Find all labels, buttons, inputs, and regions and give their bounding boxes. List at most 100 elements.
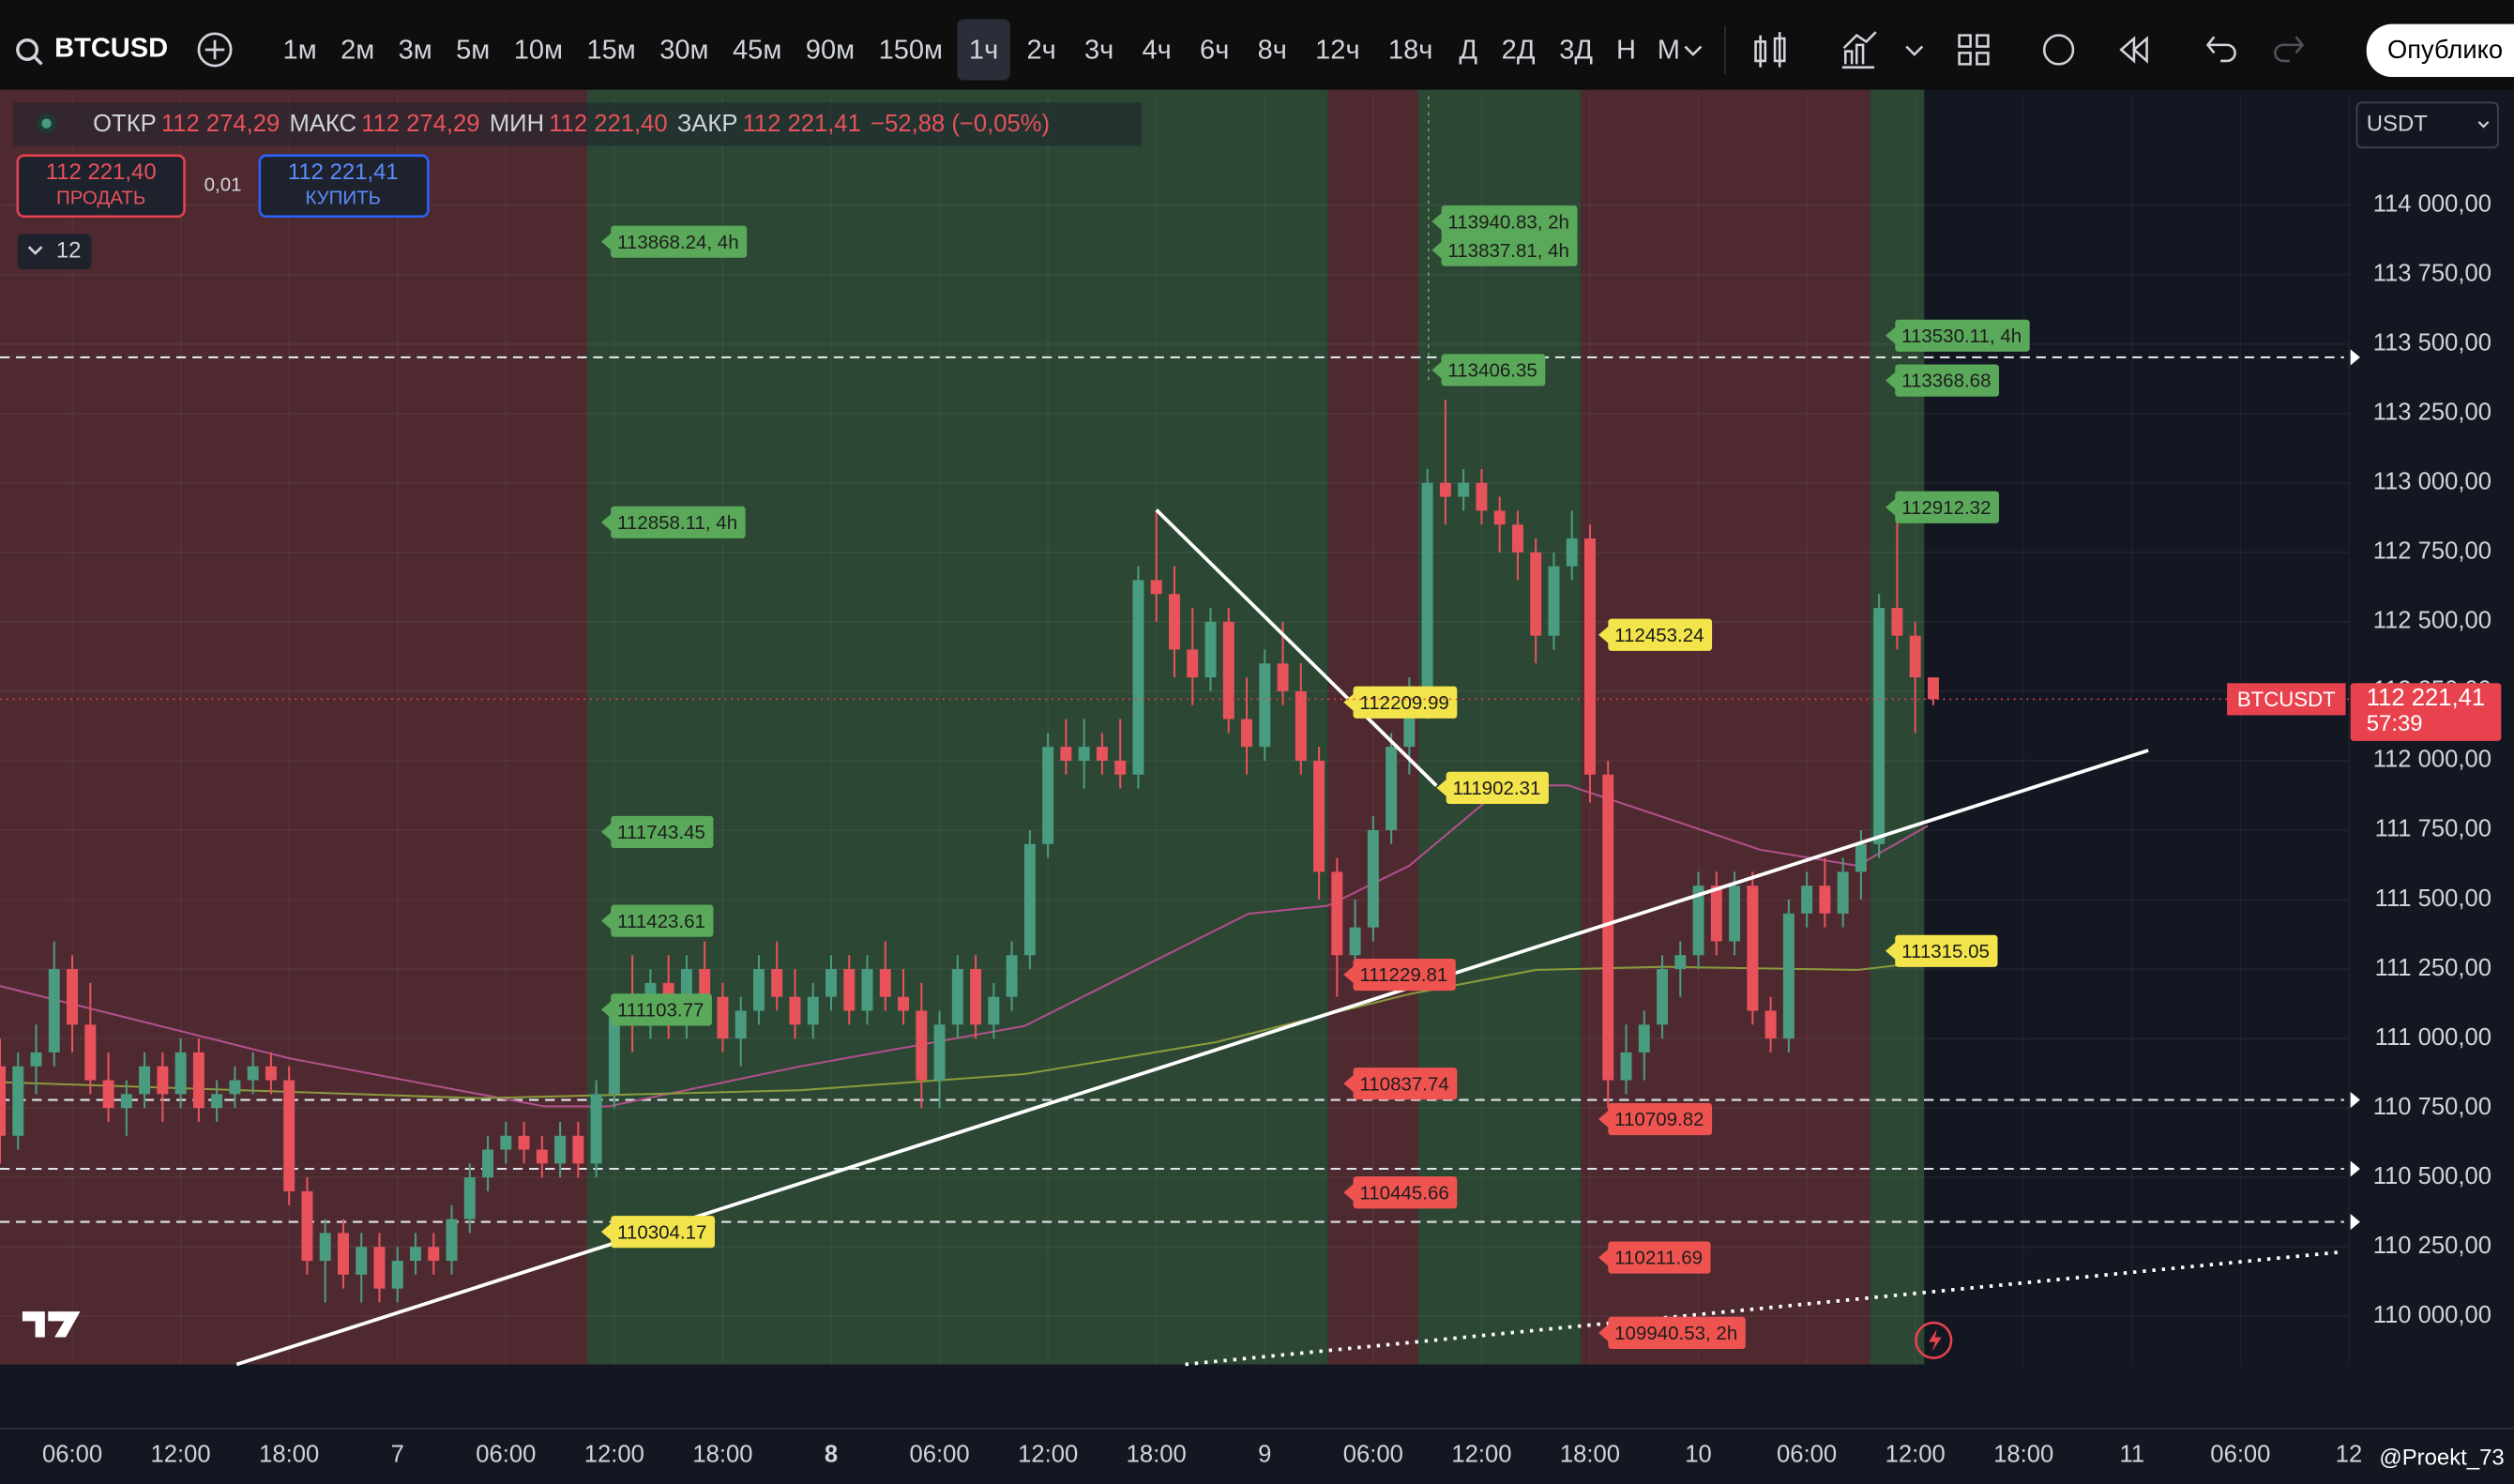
candle-body — [319, 1233, 331, 1262]
price-tag-label: 111743.45 — [617, 822, 705, 843]
add-symbol[interactable] — [197, 32, 233, 68]
interval[interactable]: 3м — [399, 35, 432, 65]
buy-button[interactable] — [258, 154, 430, 219]
session-zone — [586, 89, 1328, 1365]
price-tag: 109940.53, 2h — [1598, 1316, 1746, 1349]
symbol[interactable]: BTCUSD — [54, 34, 168, 64]
price-tag: 113530.11, 4h — [1886, 319, 2030, 352]
candle-body — [373, 1247, 386, 1289]
legend-value: 112 221,41 — [743, 111, 861, 137]
candle-body — [1222, 621, 1234, 719]
redo-button[interactable] — [2274, 36, 2305, 63]
candle-body — [752, 969, 765, 1011]
candle-body — [211, 1094, 223, 1109]
last-price-label: 112 221,41 — [2367, 685, 2485, 711]
interval[interactable]: 2Д — [1502, 35, 1536, 65]
layout-button[interactable] — [1958, 34, 1990, 66]
candle-body — [1819, 886, 1831, 914]
last-price-countdown: 57:39 — [2367, 711, 2423, 736]
price-tag-arrow — [1431, 211, 1444, 232]
sell-button[interactable] — [16, 154, 186, 219]
price-tag-arrow — [1436, 778, 1448, 798]
indicators-more[interactable] — [1905, 45, 1924, 56]
candle-body — [1277, 663, 1289, 691]
interval-selected-bg — [957, 19, 1010, 81]
price-tag-arrow — [1343, 692, 1355, 713]
tv-logo — [22, 1311, 81, 1338]
interval[interactable]: 5м — [456, 35, 490, 65]
price-tag-bg — [611, 1216, 715, 1249]
y-tick-label: 110 250,00 — [2373, 1233, 2491, 1259]
candle-body — [771, 969, 783, 997]
alert-button[interactable] — [2042, 34, 2075, 66]
interval[interactable]: 3Д — [1559, 35, 1593, 65]
price-tag-label: 111902.31 — [1453, 778, 1541, 799]
interval[interactable]: 1ч — [969, 35, 998, 65]
interval[interactable]: 1м — [283, 35, 317, 65]
interval[interactable]: 10м — [514, 35, 563, 65]
price-tag: 110211.69 — [1598, 1241, 1711, 1274]
interval[interactable]: Д — [1459, 35, 1477, 65]
interval[interactable]: 18ч — [1388, 35, 1432, 65]
flash-icon[interactable] — [1915, 1321, 1953, 1359]
price-tag: 110837.74 — [1343, 1068, 1458, 1100]
candle-body — [500, 1135, 512, 1150]
x-tick-label: 12:00 — [1451, 1442, 1511, 1468]
interval[interactable]: 45м — [733, 35, 781, 65]
interval[interactable]: 12ч — [1315, 35, 1359, 65]
price-tag-bg — [1441, 205, 1578, 238]
candle-body — [482, 1149, 494, 1178]
x-tick-label: 06:00 — [42, 1442, 102, 1468]
price-tag-arrow — [600, 911, 613, 931]
interval[interactable]: 4ч — [1143, 35, 1172, 65]
y-tick-label: 112 750,00 — [2373, 538, 2491, 565]
candle-body — [30, 1052, 42, 1067]
price-tag-label: 110837.74 — [1359, 1073, 1448, 1095]
interval[interactable]: 150м — [879, 35, 943, 65]
last-price-symbol-bg — [2227, 683, 2346, 716]
candle-body — [1837, 871, 1849, 914]
price-tag-label: 111103.77 — [617, 1000, 704, 1022]
candle-body — [446, 1219, 458, 1262]
replay-button[interactable] — [2119, 36, 2148, 64]
legend-change: −52,88 (−0,05%) — [871, 111, 1050, 137]
candle-body — [1187, 649, 1199, 678]
candle-body — [84, 1024, 97, 1081]
interval[interactable]: 3ч — [1084, 35, 1113, 65]
interval-more[interactable] — [1684, 45, 1703, 56]
chart-type[interactable] — [1754, 32, 1786, 68]
interval[interactable]: М — [1658, 35, 1680, 65]
candle-body — [337, 1233, 349, 1275]
price-tag-bg — [1608, 1241, 1711, 1274]
interval[interactable]: 8ч — [1258, 35, 1287, 65]
interval[interactable]: 6ч — [1200, 35, 1229, 65]
price-tag-arrow — [600, 1000, 613, 1020]
indicators-chevron — [27, 246, 43, 255]
candle-body — [1386, 747, 1398, 830]
interval[interactable]: 30м — [659, 35, 708, 65]
undo-button[interactable] — [2205, 36, 2236, 63]
price-tag-arrow — [1598, 1248, 1611, 1267]
interval[interactable]: Н — [1616, 35, 1636, 65]
search-icon[interactable] — [16, 38, 39, 61]
candle-body — [1295, 690, 1307, 761]
candle-body — [102, 1080, 114, 1109]
session-zone — [1581, 89, 1870, 1365]
currency-select[interactable] — [2355, 101, 2499, 149]
interval[interactable]: 2м — [341, 35, 374, 65]
session-zone — [1327, 89, 1419, 1365]
price-tag-bg — [611, 225, 748, 258]
x-tick-label: 7 — [391, 1442, 404, 1468]
interval[interactable]: 2ч — [1026, 35, 1055, 65]
indicators-toggle[interactable] — [17, 234, 92, 270]
x-tick-label: 18:00 — [1993, 1442, 2053, 1468]
candle-body — [1493, 510, 1506, 525]
interval[interactable]: 90м — [806, 35, 855, 65]
interval[interactable]: 15м — [586, 35, 635, 65]
price-tag-bg — [1895, 319, 2030, 352]
horizontal-line-arrow — [2350, 1214, 2360, 1231]
candle-body — [1439, 482, 1451, 497]
publish-button[interactable] — [2366, 23, 2514, 78]
indicators-button[interactable] — [1841, 31, 1877, 69]
